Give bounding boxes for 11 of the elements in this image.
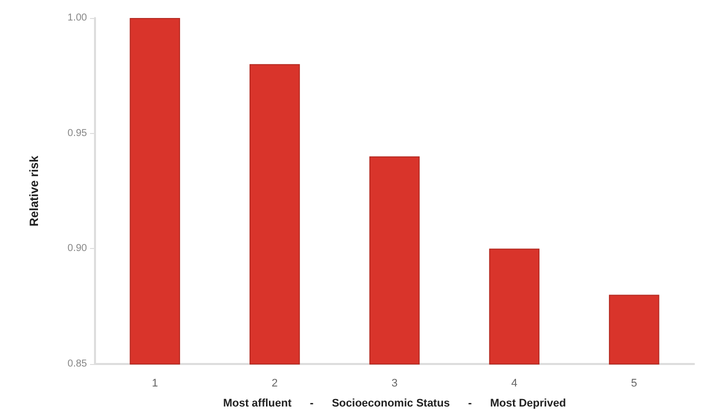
x-tick-label: 2 (272, 378, 278, 390)
y-tick-label: 0.85 (68, 358, 88, 370)
y-tick-label: 0.90 (68, 243, 88, 254)
x-tick-label: 1 (152, 378, 158, 390)
x-tick-label: 4 (511, 378, 518, 390)
y-tick-label: 0.95 (68, 128, 88, 139)
y-tick-label: 1.00 (68, 12, 88, 24)
x-tick-label: 5 (631, 378, 638, 390)
x-tick-label: 3 (391, 378, 398, 390)
x-axis-title: Most affluent - Socioeconomic Status - Most Deprived (223, 398, 566, 410)
y-axis-title: Relative risk (27, 155, 41, 226)
